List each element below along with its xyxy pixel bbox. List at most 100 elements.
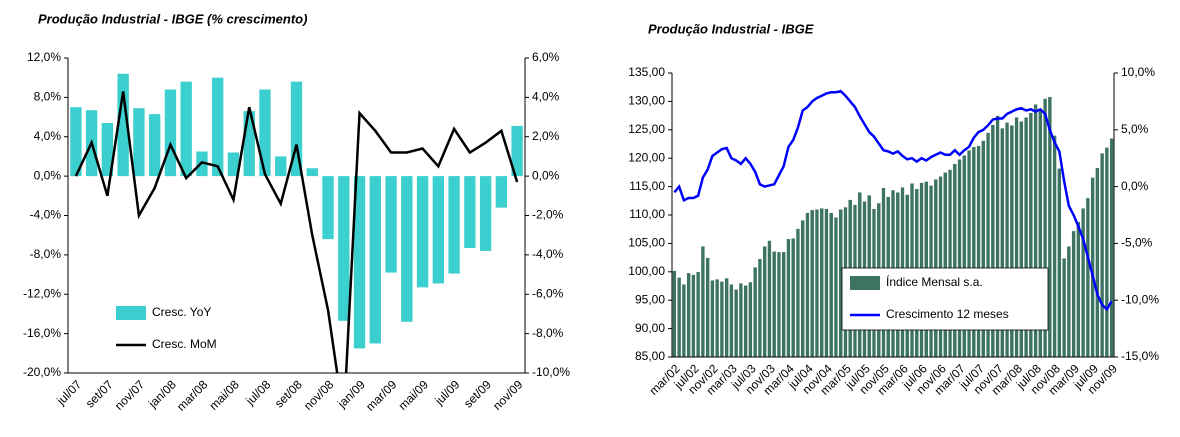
y-tick-label: -20,0% <box>23 365 61 379</box>
bar <box>757 258 763 357</box>
bar <box>700 246 705 357</box>
bar <box>385 176 397 273</box>
bar <box>306 168 318 177</box>
chart-title: Produção Industrial - IBGE (% cresciment… <box>38 11 307 26</box>
x-tick-label: set/09 <box>461 377 494 410</box>
bar <box>672 270 677 357</box>
plot-area <box>70 73 523 373</box>
bar <box>401 176 413 322</box>
bar <box>1028 112 1033 357</box>
y2-tick-label: -5,0% <box>1121 236 1153 250</box>
y2-tick-label: -10,0% <box>1121 292 1159 306</box>
x-tick-label: jul/09 <box>432 377 463 408</box>
y-tick-label: 8,0% <box>34 90 62 104</box>
y-tick-label: 95,00 <box>635 292 665 306</box>
bar <box>164 89 177 177</box>
bar <box>1066 246 1071 357</box>
bar <box>1071 230 1076 357</box>
bar <box>133 108 145 177</box>
x-tick-label: jan/08 <box>145 377 179 411</box>
bar <box>511 125 523 177</box>
y-tick-label: 125,00 <box>628 122 665 136</box>
y2-tick-label: -15,0% <box>1121 349 1159 363</box>
bar <box>943 172 948 357</box>
bar <box>1047 96 1052 357</box>
bar <box>148 114 161 177</box>
y2-tick-label: 0,0% <box>1121 179 1149 193</box>
bar <box>786 238 791 357</box>
bar <box>416 176 429 288</box>
bar <box>1109 138 1114 357</box>
bar <box>829 212 834 357</box>
y2-tick-label: 4,0% <box>532 90 560 104</box>
y-tick-label: 105,00 <box>628 236 665 250</box>
bar <box>1004 122 1010 357</box>
bar <box>952 163 957 357</box>
bar <box>1042 98 1048 357</box>
bar <box>464 176 476 248</box>
x-tick-label: mar/08 <box>174 377 211 414</box>
line-series <box>74 91 519 373</box>
bar <box>981 140 986 357</box>
bar <box>1052 135 1057 357</box>
bar <box>819 207 824 357</box>
x-tick-label: set/07 <box>83 377 116 410</box>
bar <box>729 284 734 357</box>
legend-label: Cresc. YoY <box>152 305 211 319</box>
x-tick-label: jul/08 <box>242 377 273 408</box>
bar <box>976 145 981 357</box>
bar <box>681 284 686 357</box>
bar <box>369 176 381 344</box>
bar <box>353 176 366 349</box>
bar <box>805 212 810 357</box>
bar <box>762 246 767 357</box>
x-tick-label: mar/09 <box>363 377 400 414</box>
legend-swatch <box>116 306 146 320</box>
bar <box>1085 197 1090 357</box>
bar <box>1057 168 1062 357</box>
bar <box>1104 147 1109 357</box>
bar <box>814 209 820 357</box>
y2-tick-label: -10,0% <box>532 365 570 379</box>
bar <box>495 176 508 208</box>
legend-swatch <box>850 276 880 290</box>
y-tick-label: 85,00 <box>635 349 665 363</box>
y2-tick-label: -4,0% <box>532 247 564 261</box>
x-tick-label: mai/09 <box>396 377 432 413</box>
y2-tick-label: 0,0% <box>532 168 560 182</box>
bar <box>101 122 114 177</box>
bar <box>227 152 240 177</box>
x-tick-label: nov/08 <box>301 377 337 413</box>
y-tick-label: -4,0% <box>30 208 62 222</box>
bar <box>338 176 350 321</box>
bar <box>734 289 739 357</box>
bar <box>1076 221 1081 357</box>
bar <box>743 285 748 357</box>
y2-tick-label: 2,0% <box>532 129 560 143</box>
bar <box>117 73 129 177</box>
bar <box>748 281 753 357</box>
bar <box>479 176 492 251</box>
y-tick-label: -8,0% <box>30 247 62 261</box>
bar <box>710 280 715 357</box>
bar <box>724 277 729 357</box>
bar <box>1061 257 1067 357</box>
y2-tick-label: -6,0% <box>532 286 564 300</box>
bar <box>1019 121 1024 357</box>
bar <box>738 282 744 357</box>
bar <box>800 219 805 357</box>
bar <box>677 277 682 357</box>
y-tick-label: 100,00 <box>628 264 665 278</box>
bar <box>719 281 725 357</box>
y2-tick-label: -2,0% <box>532 208 564 222</box>
y-tick-label: 130,00 <box>628 94 665 108</box>
y2-tick-label: -8,0% <box>532 326 564 340</box>
bar <box>1014 117 1019 357</box>
y-tick-label: 4,0% <box>34 129 62 143</box>
bar <box>772 251 777 357</box>
bar <box>715 278 720 357</box>
x-tick-label: nov/09 <box>490 377 526 413</box>
bar <box>810 209 815 357</box>
legend-label: Índice Mensal s.a. <box>886 274 983 289</box>
chart-title: Produção Industrial - IBGE <box>648 21 814 36</box>
